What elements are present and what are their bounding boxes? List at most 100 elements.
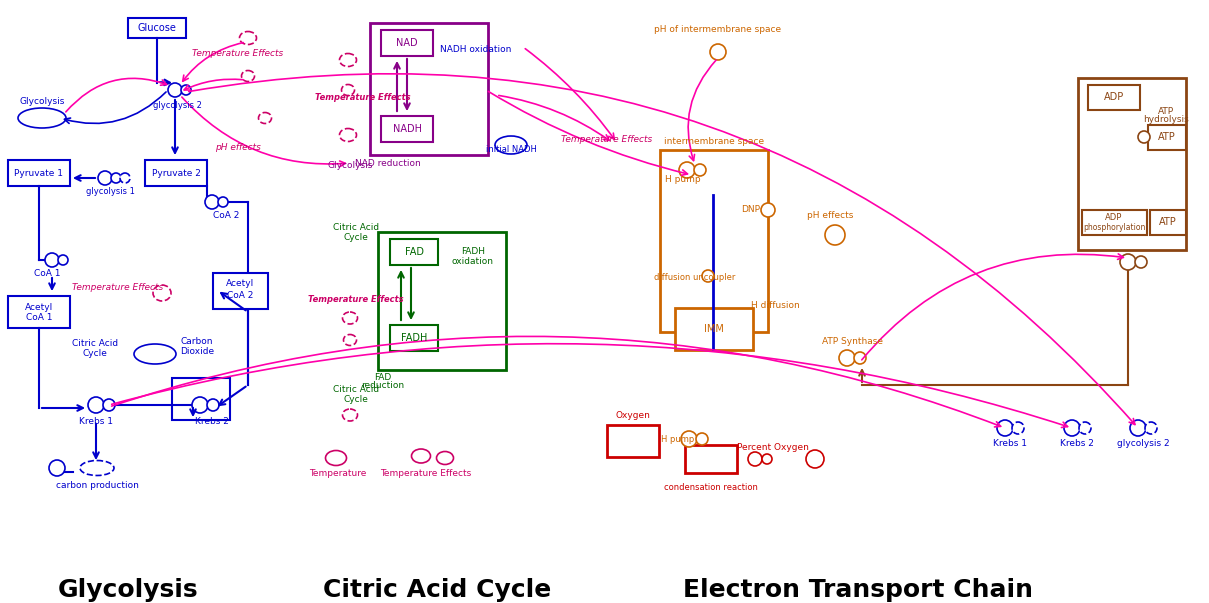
Text: CoA 1: CoA 1 [25, 314, 52, 323]
Text: diffusion uncoupler: diffusion uncoupler [654, 274, 736, 282]
Circle shape [218, 197, 229, 207]
Text: Krebs 2: Krebs 2 [195, 417, 229, 426]
Text: IMM: IMM [704, 324, 724, 334]
Text: Temperature Effects: Temperature Effects [381, 470, 472, 479]
Ellipse shape [80, 461, 114, 476]
Bar [1150, 210, 1186, 235]
Ellipse shape [342, 312, 358, 324]
Text: Cycle: Cycle [343, 396, 369, 405]
Bar [8, 160, 70, 186]
Text: Temperature: Temperature [310, 470, 366, 479]
Text: Pyruvate 1: Pyruvate 1 [15, 168, 64, 177]
Ellipse shape [259, 113, 272, 124]
Text: phosphorylation: phosphorylation [1083, 223, 1145, 232]
Circle shape [181, 85, 191, 95]
Circle shape [696, 433, 708, 445]
Text: Temperature Effects: Temperature Effects [561, 136, 653, 145]
Circle shape [1012, 422, 1024, 434]
Bar [381, 116, 433, 142]
Text: initial NADH: initial NADH [486, 145, 537, 154]
Circle shape [1145, 422, 1157, 434]
Text: Pyruvate 2: Pyruvate 2 [151, 168, 201, 177]
Bar [1088, 85, 1140, 110]
Text: NADH: NADH [393, 124, 422, 134]
Text: glycolysis 2: glycolysis 2 [152, 101, 202, 110]
Text: Glycolysis: Glycolysis [328, 160, 372, 169]
Circle shape [1135, 256, 1147, 268]
Circle shape [206, 195, 219, 209]
Circle shape [839, 350, 855, 366]
Text: Carbon: Carbon [181, 338, 213, 347]
Text: carbon production: carbon production [56, 482, 139, 490]
Circle shape [168, 83, 183, 97]
Text: Krebs 2: Krebs 2 [1060, 440, 1094, 449]
Text: ATP: ATP [1158, 132, 1176, 142]
Text: Dioxide: Dioxide [180, 347, 214, 356]
Text: FAD: FAD [375, 373, 392, 382]
Bar [1149, 125, 1186, 150]
Text: condensation reaction: condensation reaction [664, 482, 758, 491]
Ellipse shape [341, 84, 354, 95]
Ellipse shape [411, 449, 430, 463]
Circle shape [58, 255, 68, 265]
Text: CoA 2: CoA 2 [213, 212, 239, 221]
Circle shape [103, 399, 115, 411]
Text: pH of intermembrane space: pH of intermembrane space [654, 25, 781, 34]
Text: H diffusion: H diffusion [751, 300, 799, 309]
Bar [145, 160, 207, 186]
Text: glycolysis 1: glycolysis 1 [86, 188, 134, 197]
Text: Temperature Effects: Temperature Effects [192, 49, 284, 58]
Text: NADH oxidation: NADH oxidation [440, 45, 511, 54]
Text: ADP: ADP [1104, 92, 1124, 102]
Circle shape [207, 399, 219, 411]
Circle shape [854, 352, 866, 364]
Circle shape [50, 460, 65, 476]
Ellipse shape [154, 285, 170, 301]
Text: hydrolysis: hydrolysis [1144, 116, 1188, 124]
Text: Acetyl: Acetyl [25, 303, 53, 312]
Text: Percent Oxygen: Percent Oxygen [737, 443, 809, 452]
Text: FAD: FAD [405, 247, 423, 257]
Circle shape [45, 253, 59, 267]
Ellipse shape [239, 31, 256, 45]
Circle shape [192, 397, 208, 413]
Circle shape [710, 44, 725, 60]
Bar [213, 273, 268, 309]
Text: H pump: H pump [665, 175, 701, 185]
Circle shape [762, 454, 773, 464]
Ellipse shape [134, 344, 177, 364]
Text: FADH: FADH [461, 247, 485, 256]
Circle shape [111, 173, 121, 183]
Bar [128, 18, 186, 38]
Text: CoA 1: CoA 1 [34, 270, 60, 279]
Text: NAD reduction: NAD reduction [355, 159, 421, 168]
Ellipse shape [325, 450, 347, 466]
Bar [675, 308, 753, 350]
Circle shape [1064, 420, 1080, 436]
Circle shape [825, 225, 845, 245]
Bar [378, 232, 507, 370]
Text: Citric Acid: Citric Acid [73, 338, 118, 347]
Circle shape [1138, 131, 1150, 143]
Bar [1078, 78, 1186, 250]
Circle shape [98, 171, 112, 185]
Text: ADP: ADP [1105, 213, 1123, 223]
Ellipse shape [342, 409, 358, 421]
Text: Cycle: Cycle [343, 233, 369, 242]
Text: Electron Transport Chain: Electron Transport Chain [683, 578, 1032, 602]
Text: Glycolysis: Glycolysis [19, 98, 65, 107]
Text: Krebs 1: Krebs 1 [79, 417, 112, 426]
Text: DNP: DNP [741, 206, 760, 215]
Text: Citric Acid: Citric Acid [332, 224, 380, 233]
Bar [381, 30, 433, 56]
Text: Oxygen: Oxygen [615, 411, 650, 420]
Text: FADH: FADH [401, 333, 427, 343]
Bar [172, 378, 230, 420]
Text: pH effects: pH effects [806, 210, 854, 219]
Circle shape [702, 270, 715, 282]
Text: oxidation: oxidation [452, 256, 494, 265]
Text: Citric Acid: Citric Acid [332, 385, 380, 394]
Bar [660, 150, 768, 332]
Bar [8, 296, 70, 328]
Circle shape [806, 450, 825, 468]
